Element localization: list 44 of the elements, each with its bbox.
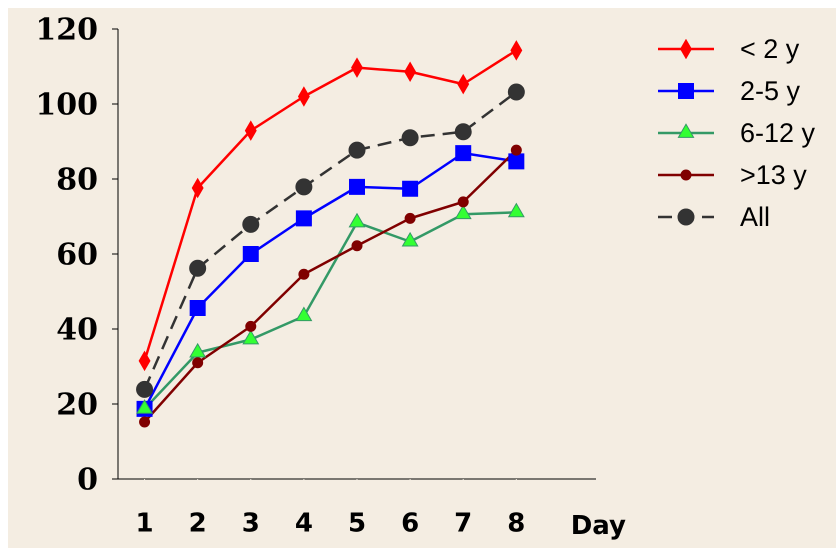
y-tick-label: 100 xyxy=(35,88,98,123)
legend-label: 2-5 y xyxy=(740,76,800,106)
y-tick-label: 60 xyxy=(56,238,98,273)
x-tick-label: 8 xyxy=(507,508,526,538)
legend-label: 6-12 y xyxy=(740,118,816,148)
point xyxy=(298,268,310,280)
y-tick-label: 0 xyxy=(77,462,98,498)
point xyxy=(349,178,365,195)
point xyxy=(192,357,204,368)
x-tick-label: 2 xyxy=(188,508,207,538)
point xyxy=(455,145,472,162)
legend-label: < 2 y xyxy=(740,34,800,64)
x-tick-label: 5 xyxy=(348,508,366,538)
point xyxy=(402,129,419,146)
point xyxy=(348,142,366,159)
point xyxy=(352,240,362,252)
point xyxy=(190,300,206,316)
point xyxy=(508,84,525,100)
point xyxy=(242,216,260,233)
point xyxy=(189,260,206,277)
point xyxy=(402,180,418,197)
point xyxy=(454,123,472,140)
x-tick-label: 6 xyxy=(401,508,420,538)
point xyxy=(295,178,312,196)
x-tick-label: 4 xyxy=(294,508,313,538)
point xyxy=(136,380,154,398)
point xyxy=(242,246,259,262)
point xyxy=(139,416,150,428)
point xyxy=(296,210,312,226)
x-tick-label: 3 xyxy=(242,508,260,538)
y-tick-label: 40 xyxy=(56,312,98,348)
legend-label: All xyxy=(740,202,770,232)
point xyxy=(508,153,524,170)
x-tick-label: 7 xyxy=(454,508,472,538)
point xyxy=(404,212,416,224)
point xyxy=(245,320,256,332)
x-tick-label: 1 xyxy=(136,508,154,538)
point xyxy=(458,196,469,208)
y-tick-label: 120 xyxy=(35,12,98,48)
y-tick-label: 80 xyxy=(56,162,98,198)
y-tick-label: 20 xyxy=(56,388,98,423)
x-axis-title: Day xyxy=(570,511,626,541)
point xyxy=(510,144,522,156)
legend-label: >13 y xyxy=(740,160,807,190)
